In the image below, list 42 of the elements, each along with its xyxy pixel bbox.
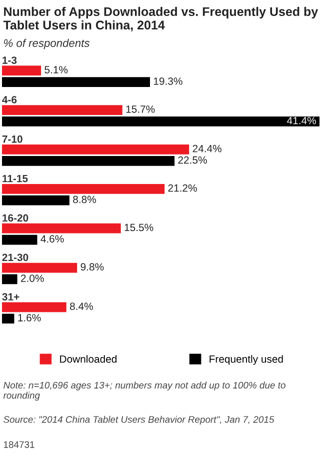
data-label: 22.5% <box>178 156 207 164</box>
bar <box>2 234 38 245</box>
data-label: 8.4% <box>70 302 93 310</box>
data-label: 9.8% <box>80 263 104 271</box>
data-label: 41.4% <box>287 116 316 124</box>
bar <box>2 274 18 284</box>
bar <box>2 156 175 166</box>
bar <box>2 66 42 76</box>
bar <box>2 116 320 126</box>
y-tick-label: 21-30 <box>2 254 28 262</box>
data-label: 2.0% <box>20 274 44 282</box>
legend-label: Downloaded <box>60 355 116 363</box>
data-label: 8.8% <box>73 196 96 204</box>
data-label: 15.5% <box>124 224 154 232</box>
bar <box>2 184 165 194</box>
y-tick-label: 1-3 <box>2 56 17 64</box>
y-tick-label: 4-6 <box>2 96 17 104</box>
bar <box>2 77 150 87</box>
legend-label: Frequently used <box>210 355 283 365</box>
chart-title: Number of Apps Downloaded vs. Frequently Used by Tablet Users in China, 2014 <box>3 6 318 32</box>
bar <box>2 223 121 234</box>
y-tick-label: 7-10 <box>2 135 22 143</box>
source-note: Source: "2014 China Tablet Users Behavior Report", Jan 7, 2015 <box>4 416 274 425</box>
data-label: 19.3% <box>154 77 182 85</box>
bar <box>2 195 70 206</box>
bar <box>2 262 78 273</box>
data-label: 21.2% <box>168 184 197 192</box>
bar <box>2 314 14 324</box>
bar <box>2 302 66 312</box>
data-label: 1.6% <box>18 314 41 322</box>
data-label: 5.1% <box>44 66 68 74</box>
y-tick-label: 16-20 <box>2 214 28 222</box>
data-label: 4.6% <box>40 235 64 243</box>
data-label: 24.4% <box>192 144 222 152</box>
y-tick-label: 11-15 <box>2 174 28 182</box>
y-tick-label: 31+ <box>2 293 20 301</box>
text: 184731 <box>4 441 34 448</box>
bar <box>2 105 122 115</box>
data-label: 15.7% <box>126 106 155 113</box>
chart-subtitle: % of respondents <box>4 38 90 50</box>
text: Note: n=10,696 ages 13+; numbers may not add up to 100% due to rounding <box>3 382 286 401</box>
bar <box>2 144 190 154</box>
